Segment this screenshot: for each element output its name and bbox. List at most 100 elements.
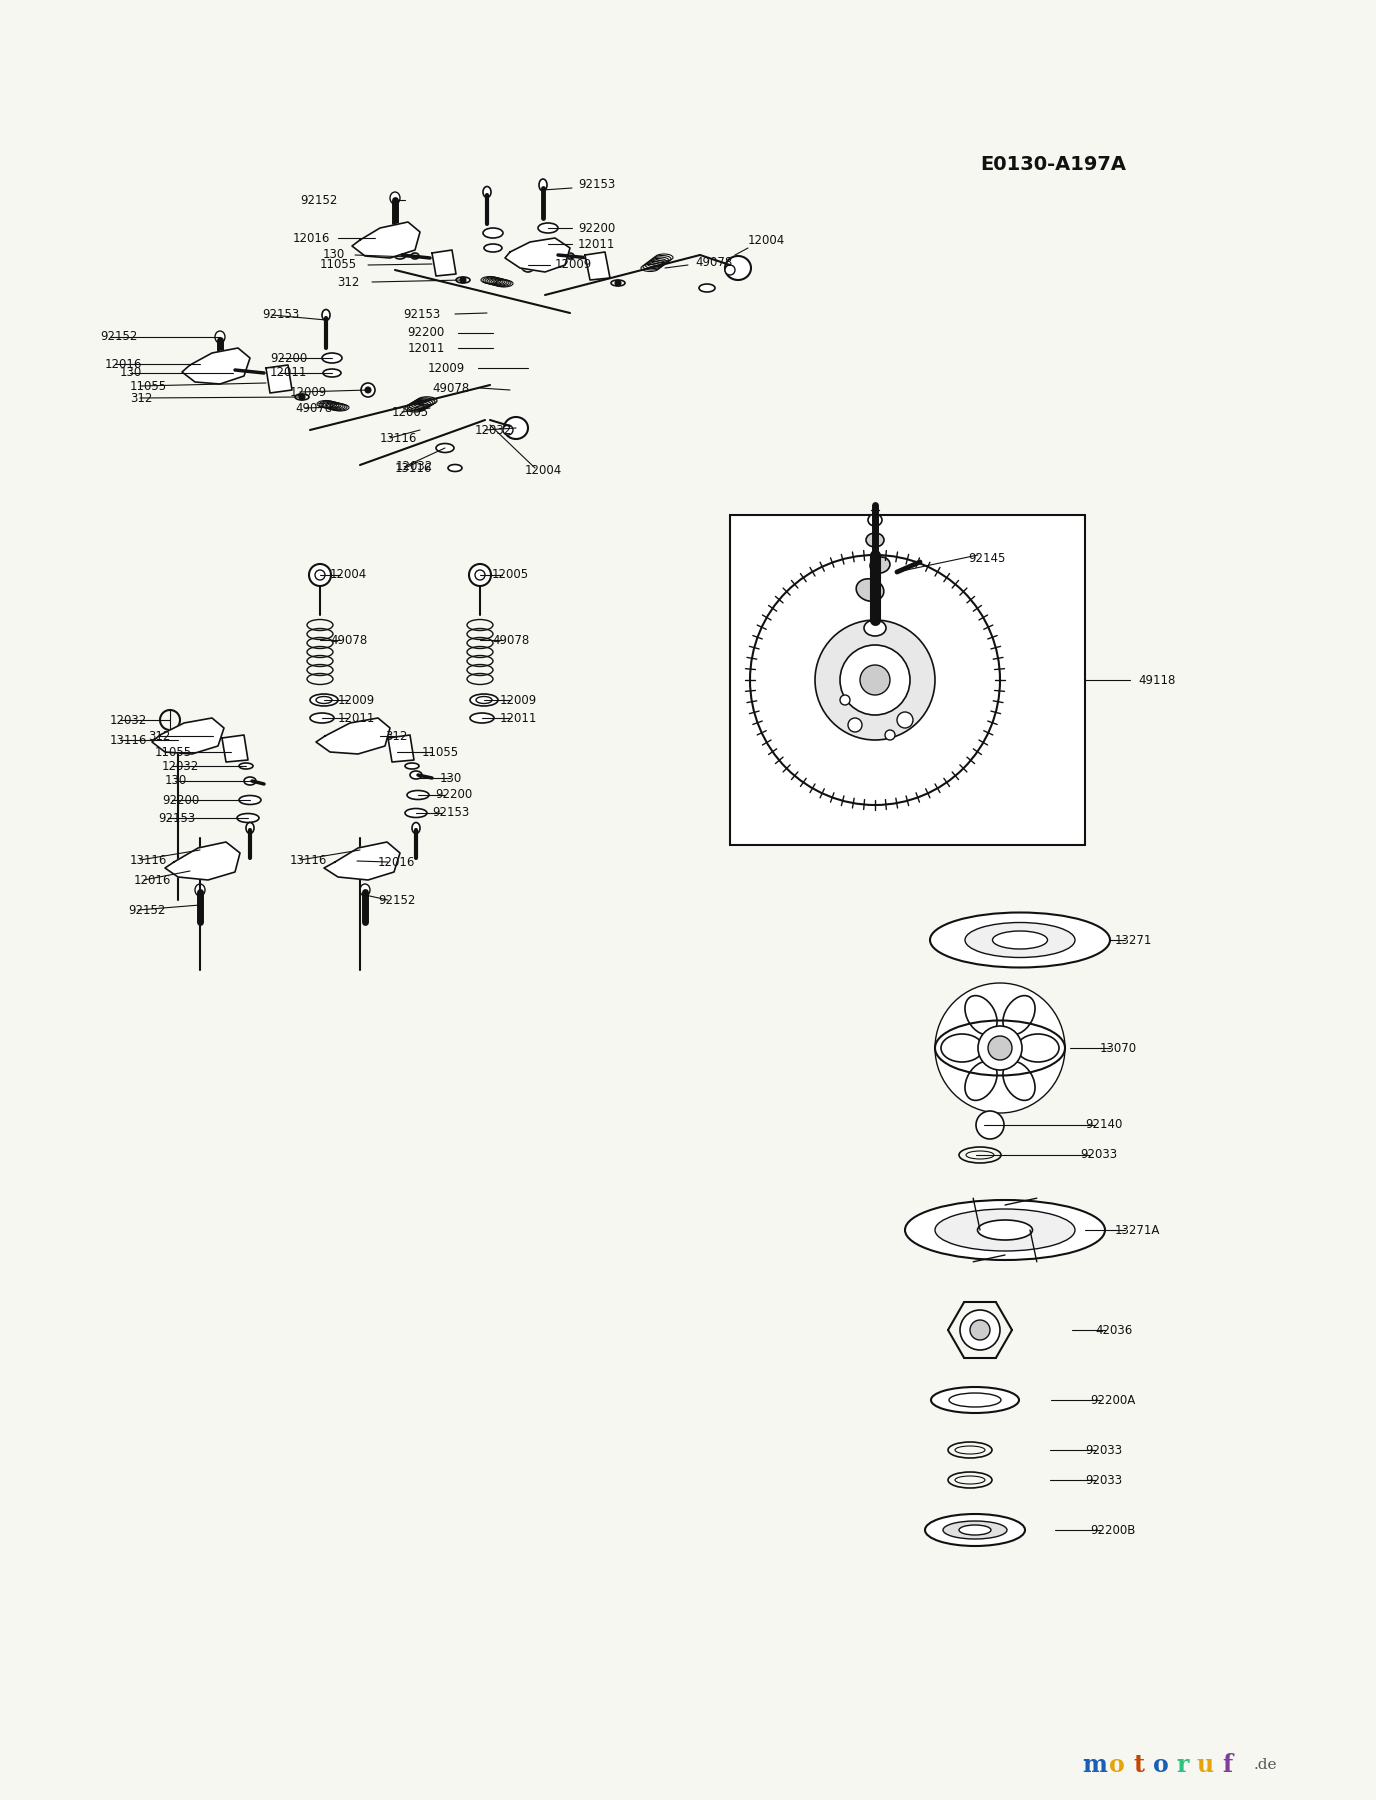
Text: 92153: 92153: [578, 178, 615, 191]
Ellipse shape: [949, 1393, 1000, 1408]
Circle shape: [361, 383, 376, 398]
Ellipse shape: [469, 563, 491, 587]
Ellipse shape: [455, 277, 471, 283]
Text: 13070: 13070: [1099, 1042, 1137, 1055]
Circle shape: [438, 263, 442, 266]
Circle shape: [179, 733, 184, 740]
Circle shape: [270, 374, 279, 385]
Text: 92200B: 92200B: [1090, 1523, 1135, 1537]
Text: 11055: 11055: [422, 745, 460, 758]
Text: 13116: 13116: [380, 432, 417, 445]
Circle shape: [376, 236, 381, 241]
Text: 42036: 42036: [1095, 1323, 1132, 1336]
Ellipse shape: [552, 250, 564, 259]
Ellipse shape: [483, 187, 491, 198]
Text: 312: 312: [385, 729, 407, 742]
Text: 312: 312: [337, 275, 361, 288]
Text: 92153: 92153: [158, 812, 195, 824]
Ellipse shape: [866, 533, 883, 547]
Text: t: t: [1134, 1753, 1145, 1777]
Text: 92033: 92033: [1086, 1444, 1121, 1456]
Circle shape: [522, 257, 535, 272]
Circle shape: [299, 394, 305, 400]
Ellipse shape: [323, 369, 341, 376]
Text: 12016: 12016: [105, 358, 142, 371]
Ellipse shape: [484, 245, 502, 252]
Text: 49078: 49078: [695, 256, 732, 268]
Text: 13116: 13116: [395, 461, 432, 475]
Text: 12011: 12011: [338, 711, 376, 724]
Ellipse shape: [965, 922, 1075, 958]
Circle shape: [189, 853, 204, 868]
Ellipse shape: [864, 619, 886, 635]
Ellipse shape: [725, 256, 751, 281]
Ellipse shape: [410, 770, 422, 779]
Text: 130: 130: [120, 367, 142, 380]
Ellipse shape: [373, 733, 387, 740]
Circle shape: [970, 1319, 989, 1339]
Ellipse shape: [405, 808, 427, 817]
Text: 12011: 12011: [578, 238, 615, 250]
Text: 13116: 13116: [129, 853, 168, 866]
Circle shape: [988, 1037, 1011, 1060]
Ellipse shape: [1003, 995, 1035, 1035]
Ellipse shape: [611, 281, 625, 286]
Ellipse shape: [394, 250, 406, 259]
Polygon shape: [585, 252, 610, 281]
Ellipse shape: [322, 353, 343, 364]
Text: r: r: [1176, 1753, 1189, 1777]
Text: 92033: 92033: [1086, 1474, 1121, 1487]
Polygon shape: [323, 842, 400, 880]
Ellipse shape: [310, 695, 338, 706]
Ellipse shape: [539, 178, 548, 191]
Ellipse shape: [992, 931, 1047, 949]
Polygon shape: [165, 842, 239, 880]
Polygon shape: [222, 734, 248, 761]
Text: 49078: 49078: [493, 634, 530, 646]
Text: 92140: 92140: [1086, 1118, 1123, 1132]
Text: 92200: 92200: [435, 788, 472, 801]
Text: 92152: 92152: [100, 331, 138, 344]
Ellipse shape: [411, 823, 420, 833]
Text: 12005: 12005: [392, 405, 429, 419]
Text: 13271: 13271: [1115, 934, 1152, 947]
Ellipse shape: [411, 254, 420, 259]
Circle shape: [341, 729, 355, 743]
Text: 12016: 12016: [293, 232, 330, 245]
Ellipse shape: [239, 763, 253, 769]
Polygon shape: [316, 718, 389, 754]
Text: 12016: 12016: [378, 855, 416, 869]
Ellipse shape: [310, 713, 334, 724]
Circle shape: [528, 250, 542, 265]
Text: 12032: 12032: [162, 760, 200, 772]
Ellipse shape: [294, 394, 310, 400]
Text: 13116: 13116: [290, 853, 327, 866]
Ellipse shape: [870, 556, 890, 572]
Circle shape: [204, 358, 217, 373]
Ellipse shape: [361, 884, 370, 896]
Text: 92152: 92152: [300, 194, 338, 207]
Circle shape: [345, 733, 351, 740]
Text: 12009: 12009: [290, 385, 327, 398]
Text: 12004: 12004: [330, 569, 367, 581]
Text: 49078: 49078: [432, 382, 471, 394]
Ellipse shape: [389, 193, 400, 203]
Circle shape: [372, 230, 385, 245]
Circle shape: [315, 571, 325, 580]
Circle shape: [504, 425, 513, 436]
Text: 130: 130: [440, 772, 462, 785]
Circle shape: [475, 571, 484, 580]
Text: 92200: 92200: [407, 326, 444, 340]
Ellipse shape: [436, 443, 454, 452]
Text: 49118: 49118: [1138, 673, 1175, 686]
Text: 12016: 12016: [133, 873, 172, 887]
Text: 12009: 12009: [499, 693, 537, 706]
Text: 11055: 11055: [129, 380, 166, 392]
Circle shape: [365, 387, 372, 392]
Ellipse shape: [310, 563, 332, 587]
Ellipse shape: [932, 1388, 1020, 1413]
Text: 11055: 11055: [155, 745, 193, 758]
Circle shape: [377, 733, 383, 740]
Polygon shape: [388, 734, 414, 761]
Text: 12009: 12009: [338, 693, 376, 706]
